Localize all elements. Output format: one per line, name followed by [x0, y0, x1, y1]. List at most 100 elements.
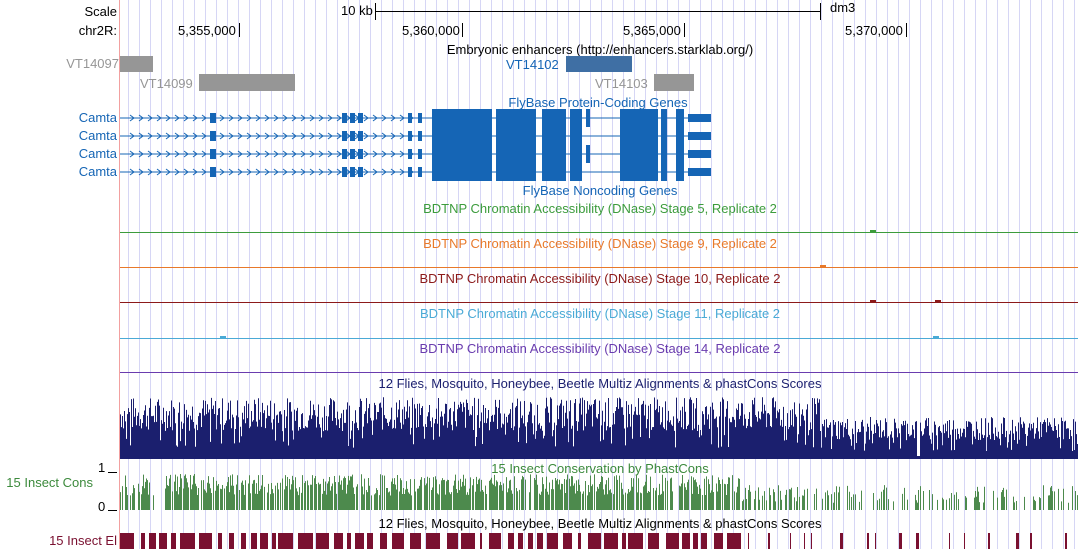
- enhancer-feature-vt14102[interactable]: [566, 56, 632, 72]
- strand-arrow-icon: [165, 132, 171, 140]
- strand-arrow-icon: [372, 150, 378, 158]
- multiz-conservation-wiggle[interactable]: [120, 0, 1078, 549]
- conserved-element: [604, 533, 618, 549]
- elements-track-label[interactable]: 15 Insect El: [49, 533, 117, 548]
- conserved-element: [241, 533, 246, 549]
- dnase-stage5-signal[interactable]: [120, 232, 1078, 233]
- dnase-stage5-title: BDTNP Chromatin Accessibility (DNase) St…: [423, 201, 777, 216]
- conserved-element: [272, 533, 276, 549]
- exon: [350, 113, 355, 123]
- strand-arrow-icon: [318, 150, 324, 158]
- conserved-element: [768, 533, 770, 549]
- enhancer-label-vt14103[interactable]: VT14103: [595, 76, 648, 91]
- phastcons-wiggle[interactable]: [120, 0, 1078, 549]
- transcript-label[interactable]: Camta: [78, 164, 117, 179]
- enhancer-feature-vt14103[interactable]: [654, 74, 694, 91]
- conserved-element: [648, 533, 659, 549]
- conserved-element: [410, 533, 421, 549]
- grid-line: [997, 0, 998, 549]
- conserved-element: [867, 533, 869, 549]
- dnase-stage14-signal[interactable]: [120, 372, 1078, 373]
- enhancer-label-vt14099[interactable]: VT14099: [140, 76, 193, 91]
- grid-line: [821, 0, 822, 549]
- strand-arrow-icon: [228, 132, 234, 140]
- exon: [358, 131, 363, 141]
- strand-arrow-icon: [336, 132, 342, 140]
- conserved-element: [693, 533, 698, 549]
- grid-line: [293, 0, 294, 549]
- exon: [342, 131, 347, 141]
- strand-arrow-icon: [327, 114, 333, 122]
- strand-arrow-icon: [363, 168, 369, 176]
- grid-line: [403, 0, 404, 549]
- enhancer-feature-vt14097[interactable]: [120, 56, 153, 72]
- label-divider: [119, 0, 120, 549]
- ruler-tick: [906, 23, 907, 37]
- strand-arrow-icon: [183, 150, 189, 158]
- exon: [688, 132, 711, 140]
- strand-arrow-icon: [264, 150, 270, 158]
- conserved-element: [578, 533, 581, 549]
- grid-line: [161, 0, 162, 549]
- dnase-stage9-signal[interactable]: [120, 267, 1078, 268]
- strand-arrow-icon: [138, 168, 144, 176]
- exon: [342, 167, 347, 177]
- conserved-element: [392, 533, 404, 549]
- gene-models[interactable]: [120, 0, 1078, 190]
- transcript-label[interactable]: Camta: [78, 128, 117, 143]
- enhancer-label-vt14102[interactable]: VT14102: [506, 57, 559, 72]
- track-view-area[interactable]: 10 kb dm3 5,355,000 5,360,000 5,365,000 …: [120, 0, 1078, 549]
- conserved-element: [149, 533, 156, 549]
- conserved-element: [588, 533, 601, 549]
- grid-line: [491, 0, 492, 549]
- strand-arrow-icon: [174, 150, 180, 158]
- conserved-element: [804, 533, 805, 549]
- grid-line: [590, 0, 591, 549]
- grid-line: [832, 0, 833, 549]
- grid-line: [744, 0, 745, 549]
- strand-arrow-icon: [327, 132, 333, 140]
- conserved-element: [120, 533, 134, 549]
- strand-arrow-icon: [156, 168, 162, 176]
- strand-arrow-icon: [273, 150, 279, 158]
- strand-arrow-icon: [156, 150, 162, 158]
- conserved-element: [701, 533, 707, 549]
- strand-arrow-icon: [372, 114, 378, 122]
- strand-arrow-icon: [318, 114, 324, 122]
- grid-line: [975, 0, 976, 549]
- dnase-peak: [870, 230, 876, 232]
- phastcons-track-label[interactable]: 15 Insect Cons: [6, 475, 93, 490]
- conserved-element: [298, 533, 313, 549]
- dnase-stage11-signal[interactable]: [120, 338, 1078, 339]
- strand-arrow-icon: [246, 114, 252, 122]
- strand-arrow-icon: [219, 168, 225, 176]
- grid-line: [645, 0, 646, 549]
- strand-arrow-icon: [165, 114, 171, 122]
- strand-arrow-icon: [282, 150, 288, 158]
- transcript-label[interactable]: Camta: [78, 110, 117, 125]
- grid-line: [689, 0, 690, 549]
- grid-line: [315, 0, 316, 549]
- grid-line: [480, 0, 481, 549]
- enhancer-label-vt14097[interactable]: VT14097: [66, 56, 119, 71]
- grid-line: [326, 0, 327, 549]
- conserved-elements-track[interactable]: [120, 0, 1078, 549]
- enhancer-feature-vt14099[interactable]: [199, 74, 295, 91]
- conserved-element: [380, 533, 387, 549]
- strand-arrow-icon: [363, 114, 369, 122]
- grid-line: [788, 0, 789, 549]
- phastcons-ymin-tick: [108, 510, 117, 511]
- exon: [418, 167, 422, 177]
- dnase-stage10-signal[interactable]: [120, 302, 1078, 303]
- phastcons-ymax-label: 1: [98, 460, 106, 475]
- chrom-label: chr2R:: [78, 23, 117, 38]
- strand-arrow-icon: [138, 114, 144, 122]
- exon: [342, 149, 347, 159]
- grid-line: [304, 0, 305, 549]
- strand-arrow-icon: [390, 114, 396, 122]
- transcript-label[interactable]: Camta: [78, 146, 117, 161]
- strand-arrow-icon: [201, 150, 207, 158]
- conserved-element: [480, 533, 482, 549]
- conserved-element: [278, 533, 293, 549]
